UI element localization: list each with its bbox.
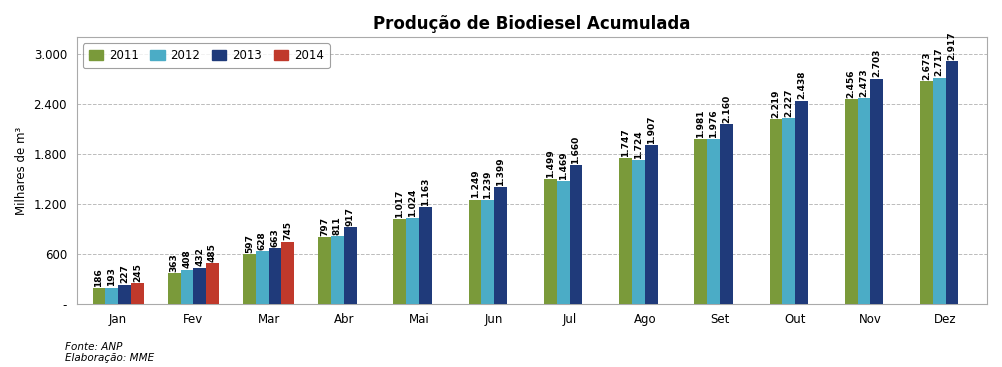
Text: 485: 485 xyxy=(208,243,217,262)
Bar xyxy=(419,207,432,304)
Bar xyxy=(269,248,282,304)
Text: 1.660: 1.660 xyxy=(571,136,580,164)
Bar xyxy=(707,139,720,304)
Bar xyxy=(118,285,131,304)
Text: 2.219: 2.219 xyxy=(772,89,781,118)
Text: 1.907: 1.907 xyxy=(646,115,655,143)
Text: 628: 628 xyxy=(258,231,267,250)
Bar xyxy=(92,288,105,304)
Bar xyxy=(694,139,707,304)
Legend: 2011, 2012, 2013, 2014: 2011, 2012, 2013, 2014 xyxy=(83,43,330,68)
Bar xyxy=(845,99,858,304)
Bar xyxy=(720,124,732,304)
Bar xyxy=(282,241,295,304)
Text: 1.163: 1.163 xyxy=(421,177,430,206)
Text: 1.981: 1.981 xyxy=(696,109,705,138)
Text: 2.438: 2.438 xyxy=(797,71,806,99)
Text: 1.499: 1.499 xyxy=(546,149,555,178)
Text: 1.017: 1.017 xyxy=(396,189,405,218)
Bar xyxy=(544,179,557,304)
Text: Fonte: ANP
Elaboração: MME: Fonte: ANP Elaboração: MME xyxy=(65,342,154,363)
Bar xyxy=(796,101,808,304)
Text: 245: 245 xyxy=(133,263,142,282)
Bar xyxy=(494,187,507,304)
Bar xyxy=(783,118,796,304)
Bar xyxy=(933,77,946,304)
Bar xyxy=(131,283,143,304)
Bar xyxy=(858,98,871,304)
Text: 1.724: 1.724 xyxy=(634,130,643,159)
Bar xyxy=(482,200,494,304)
Bar xyxy=(331,236,344,304)
Bar xyxy=(319,237,331,304)
Bar xyxy=(920,81,933,304)
Text: 1.747: 1.747 xyxy=(621,128,630,157)
Text: 2.160: 2.160 xyxy=(721,94,730,123)
Bar xyxy=(406,218,419,304)
Bar xyxy=(243,254,256,304)
Bar xyxy=(193,268,206,304)
Text: 1.249: 1.249 xyxy=(471,170,480,199)
Title: Produção de Biodiesel Acumulada: Produção de Biodiesel Acumulada xyxy=(373,15,690,33)
Text: 2.473: 2.473 xyxy=(860,68,869,97)
Text: 227: 227 xyxy=(120,265,129,283)
Text: 1.976: 1.976 xyxy=(709,109,718,138)
Text: 2.673: 2.673 xyxy=(922,51,931,80)
Bar xyxy=(206,263,219,304)
Bar xyxy=(644,145,657,304)
Text: 2.717: 2.717 xyxy=(935,48,944,76)
Text: 1.469: 1.469 xyxy=(558,152,567,180)
Text: 186: 186 xyxy=(94,268,103,287)
Text: 2.703: 2.703 xyxy=(873,49,882,77)
Text: 363: 363 xyxy=(169,253,178,272)
Bar xyxy=(105,287,118,304)
Bar xyxy=(770,119,783,304)
Bar xyxy=(871,79,883,304)
Text: 432: 432 xyxy=(195,247,204,266)
Bar xyxy=(394,219,406,304)
Text: 745: 745 xyxy=(284,221,293,240)
Text: 2.227: 2.227 xyxy=(785,88,794,117)
Bar xyxy=(632,160,644,304)
Text: 811: 811 xyxy=(333,216,342,235)
Bar xyxy=(180,270,193,304)
Text: 1.024: 1.024 xyxy=(408,189,417,217)
Y-axis label: Milhares de m³: Milhares de m³ xyxy=(15,126,28,215)
Bar xyxy=(256,251,269,304)
Bar xyxy=(569,166,582,304)
Text: 193: 193 xyxy=(107,268,116,286)
Text: 797: 797 xyxy=(321,217,329,236)
Text: 917: 917 xyxy=(346,207,355,226)
Bar xyxy=(344,227,357,304)
Bar xyxy=(619,158,632,304)
Text: 597: 597 xyxy=(244,234,254,252)
Text: 663: 663 xyxy=(271,228,280,247)
Bar xyxy=(469,200,482,304)
Text: 2.456: 2.456 xyxy=(847,69,856,98)
Bar xyxy=(167,273,180,304)
Bar xyxy=(557,181,569,304)
Text: 408: 408 xyxy=(182,250,191,268)
Text: 1.239: 1.239 xyxy=(483,171,492,199)
Text: 1.399: 1.399 xyxy=(496,157,505,186)
Text: 2.917: 2.917 xyxy=(948,31,957,59)
Bar xyxy=(946,61,959,304)
